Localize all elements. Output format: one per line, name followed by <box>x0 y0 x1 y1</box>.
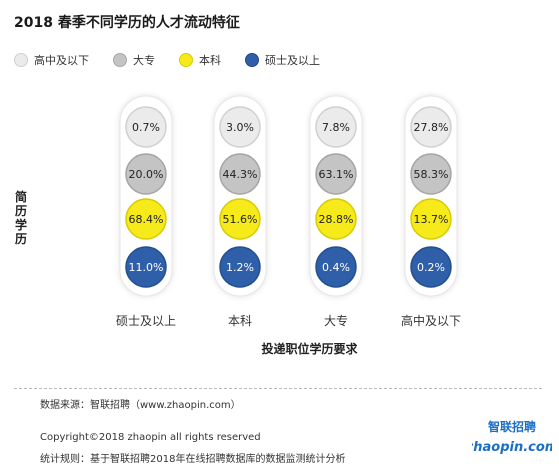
bubble-point <box>410 246 452 288</box>
bubble-chart: 0.7% 20.0% 68.4% 11.0% 硕士及以上 3.0% 44.3% 51.6% 1.… <box>116 95 461 328</box>
legend-swatch-bachelor <box>179 53 193 67</box>
legend-item-bachelor: 本科 <box>179 52 221 68</box>
bubble-point <box>410 153 452 195</box>
bubble-point <box>315 106 357 148</box>
x-tick-label: 高中及以下 <box>401 313 461 328</box>
bubble-point <box>219 246 261 288</box>
bubble-point <box>315 153 357 195</box>
bubble-value-label: 58.3% <box>414 168 449 181</box>
bubble-value-label: 28.8% <box>319 213 354 226</box>
bubble-point <box>315 246 357 288</box>
bubble-point <box>125 153 167 195</box>
legend-swatch-master <box>245 53 259 67</box>
bubble-point <box>125 198 167 240</box>
legend-label-junior-college: 大专 <box>133 54 155 67</box>
bubble-value-label: 51.6% <box>223 213 258 226</box>
bubble-point <box>219 198 261 240</box>
bubble-value-label: 0.7% <box>132 121 160 134</box>
bubble-point <box>125 246 167 288</box>
bubble-value-label: 3.0% <box>226 121 254 134</box>
bubble-value-label: 63.1% <box>319 168 354 181</box>
bubble-value-label: 44.3% <box>223 168 258 181</box>
zhaopin-logo: 智联招聘 zhaopin.com <box>472 419 552 455</box>
footer-divider <box>14 388 542 389</box>
column-capsule <box>309 95 363 297</box>
bubble-point <box>219 106 261 148</box>
data-source-note: 数据来源：智联招聘（www.zhaopin.com） <box>40 400 241 411</box>
bubble-point <box>315 198 357 240</box>
chart-title: 2018 春季不同学历的人才流动特征 <box>14 15 240 31</box>
copyright-note: Copyright©2018 zhaopin all rights reserv… <box>40 432 261 443</box>
bubble-value-label: 68.4% <box>129 213 164 226</box>
legend-item-high-school: 高中及以下 <box>14 52 89 68</box>
legend-swatch-junior-college <box>113 53 127 67</box>
legend-label-master: 硕士及以上 <box>265 54 320 67</box>
column-capsule <box>119 95 173 297</box>
legend-label-bachelor: 本科 <box>199 54 221 67</box>
legend-label-high-school: 高中及以下 <box>34 54 89 67</box>
bubble-value-label: 1.2% <box>226 261 254 274</box>
legend-swatch-high-school <box>14 53 28 67</box>
bubble-point <box>125 106 167 148</box>
statistics-rule-note: 统计规则：基于智联招聘2018年在线招聘数据库的数据监测统计分析 <box>40 454 346 465</box>
bubble-point <box>410 106 452 148</box>
bubble-point <box>410 198 452 240</box>
logo-cn-text: 智联招聘 <box>487 419 536 434</box>
legend-item-junior-college: 大专 <box>113 52 155 68</box>
column-capsule <box>213 95 267 297</box>
bubble-value-label: 11.0% <box>129 261 164 274</box>
x-tick-label: 大专 <box>324 313 348 328</box>
x-tick-label: 本科 <box>228 314 252 328</box>
bubble-value-label: 0.2% <box>417 261 445 274</box>
legend-item-master: 硕士及以上 <box>245 52 320 68</box>
legend: 高中及以下 大专 本科 硕士及以上 <box>14 52 344 68</box>
y-axis-label: 简历学历 <box>14 190 27 246</box>
bubble-value-label: 7.8% <box>322 121 350 134</box>
bubble-value-label: 13.7% <box>414 213 449 226</box>
bubble-value-label: 20.0% <box>129 168 164 181</box>
x-axis-label: 投递职位学历要求 <box>261 342 358 356</box>
column-capsule <box>404 95 458 297</box>
x-tick-label: 硕士及以上 <box>116 314 176 328</box>
bubble-point <box>219 153 261 195</box>
logo-en-text: zhaopin.com <box>472 440 552 455</box>
bubble-value-label: 27.8% <box>414 121 449 134</box>
bubble-value-label: 0.4% <box>322 261 350 274</box>
